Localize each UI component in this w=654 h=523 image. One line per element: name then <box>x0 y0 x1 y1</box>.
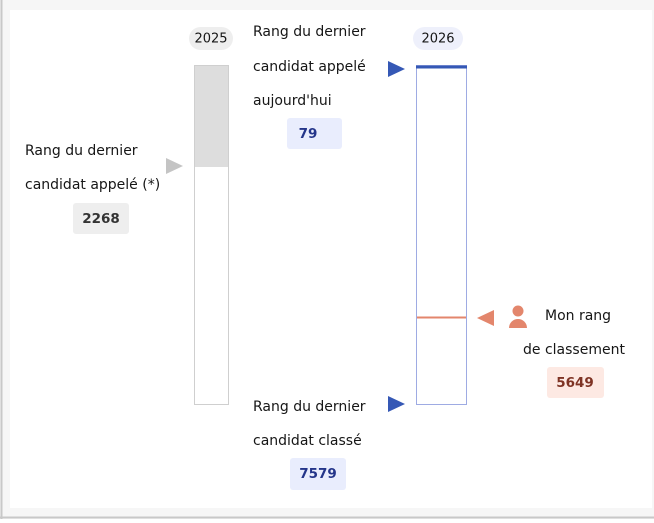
bar-2026 <box>416 65 467 405</box>
person-icon-head <box>512 305 524 317</box>
value-pill <box>290 458 346 490</box>
value: 7579 <box>299 466 337 482</box>
value: 79 <box>299 126 318 142</box>
value-pill <box>287 118 342 149</box>
arrow <box>388 61 405 77</box>
bar-2025-filled <box>195 66 228 167</box>
label: Mon rang <box>545 308 611 324</box>
label: candidat appelé (*) <box>25 177 160 193</box>
label: Rang du dernier <box>253 399 366 415</box>
label: Rang du dernier <box>25 143 138 159</box>
label: de classement <box>523 342 625 358</box>
panel <box>10 10 652 508</box>
label: Rang du dernier <box>253 24 366 40</box>
value-pill <box>547 367 604 398</box>
value-pill <box>73 203 129 234</box>
person-icon-body <box>509 319 527 328</box>
arrow <box>166 158 183 174</box>
value: 5649 <box>556 375 594 391</box>
year-pill <box>189 27 233 50</box>
year-label: 2025 <box>194 32 227 47</box>
label: aujourd'hui <box>253 93 332 109</box>
arrow <box>477 310 494 326</box>
arrow <box>388 396 405 412</box>
year-label: 2026 <box>421 32 454 47</box>
label: candidat classé <box>253 433 362 449</box>
value: 2268 <box>82 211 120 227</box>
label: candidat appelé <box>253 59 366 75</box>
year-pill <box>413 27 463 50</box>
